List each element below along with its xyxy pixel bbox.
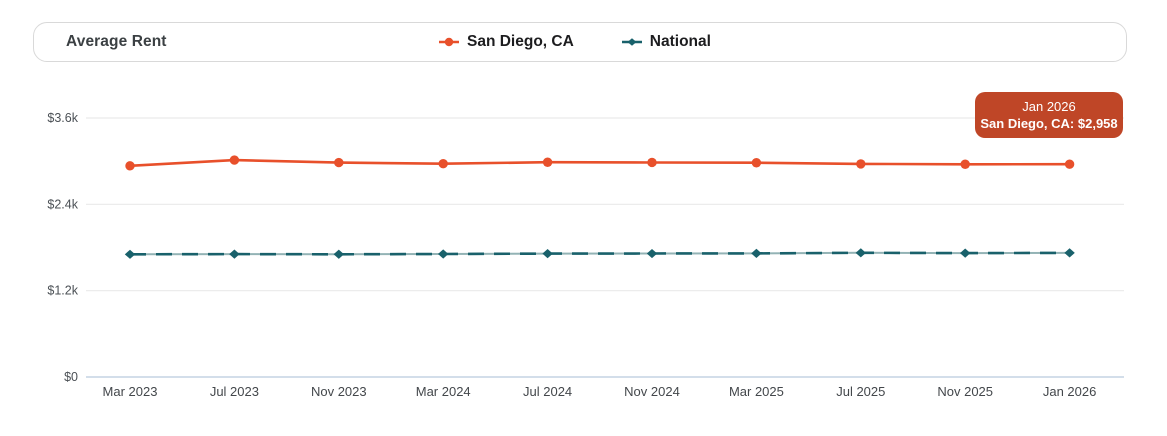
san-diego-series-marker-icon (439, 36, 459, 48)
data-point-national[interactable] (229, 249, 240, 259)
tooltip-value: San Diego, CA: $2,958 (980, 115, 1118, 131)
tooltip-date: Jan 2026 (1022, 98, 1076, 114)
x-tick-label: Nov 2025 (937, 384, 993, 399)
x-tick-label: Jul 2024 (523, 384, 572, 399)
data-point-national[interactable] (333, 249, 344, 259)
x-tick-label: Jul 2023 (210, 384, 259, 399)
data-point-san-diego-ca[interactable] (438, 158, 448, 169)
tooltip: Jan 2026 San Diego, CA: $2,958 (975, 92, 1123, 138)
data-point-san-diego-ca[interactable] (751, 158, 762, 168)
x-tick-label: Jul 2025 (836, 384, 885, 399)
data-point-san-diego-ca[interactable] (647, 157, 657, 168)
x-tick-label: Nov 2023 (311, 384, 367, 399)
legend-label-san-diego: San Diego, CA (467, 33, 574, 50)
data-point-san-diego-ca[interactable] (960, 159, 970, 169)
y-tick-label: $1.2k (47, 284, 78, 298)
data-point-national[interactable] (751, 248, 762, 258)
data-point-national[interactable] (646, 248, 658, 259)
legend-label-national: National (649, 33, 711, 50)
data-point-national[interactable] (960, 248, 971, 258)
national-series-marker-icon (621, 36, 642, 48)
data-point-national[interactable] (1064, 248, 1075, 258)
data-point-national[interactable] (124, 249, 136, 259)
x-tick-label: Mar 2023 (103, 384, 158, 399)
legend-item-national[interactable]: National (621, 33, 711, 51)
data-point-san-diego-ca[interactable] (334, 157, 344, 168)
y-tick-label: $3.6k (47, 111, 78, 125)
chart-title: Average Rent (66, 33, 167, 50)
x-tick-label: Nov 2024 (624, 384, 680, 399)
data-point-national[interactable] (438, 249, 449, 259)
series-line-san-diego-ca (129, 158, 1070, 168)
data-point-national[interactable] (855, 248, 866, 258)
data-point-san-diego-ca[interactable] (542, 157, 553, 167)
data-point-san-diego-ca[interactable] (856, 159, 866, 169)
data-point-san-diego-ca[interactable] (125, 161, 135, 171)
y-tick-label: $0 (64, 370, 78, 384)
x-tick-label: Mar 2024 (416, 384, 471, 399)
data-point-san-diego-ca[interactable] (1064, 159, 1075, 169)
chart-header: Average Rent San Diego, CA National (33, 22, 1127, 62)
x-tick-label: Jan 2026 (1043, 384, 1097, 399)
series-line-national (129, 251, 1070, 256)
y-tick-label: $2.4k (47, 197, 78, 211)
x-tick-label: Mar 2025 (729, 384, 784, 399)
data-point-san-diego-ca[interactable] (229, 155, 240, 165)
data-point-national[interactable] (542, 249, 553, 259)
legend-item-san-diego[interactable]: San Diego, CA (439, 33, 574, 51)
chart-legend: San Diego, CA National (439, 23, 711, 61)
